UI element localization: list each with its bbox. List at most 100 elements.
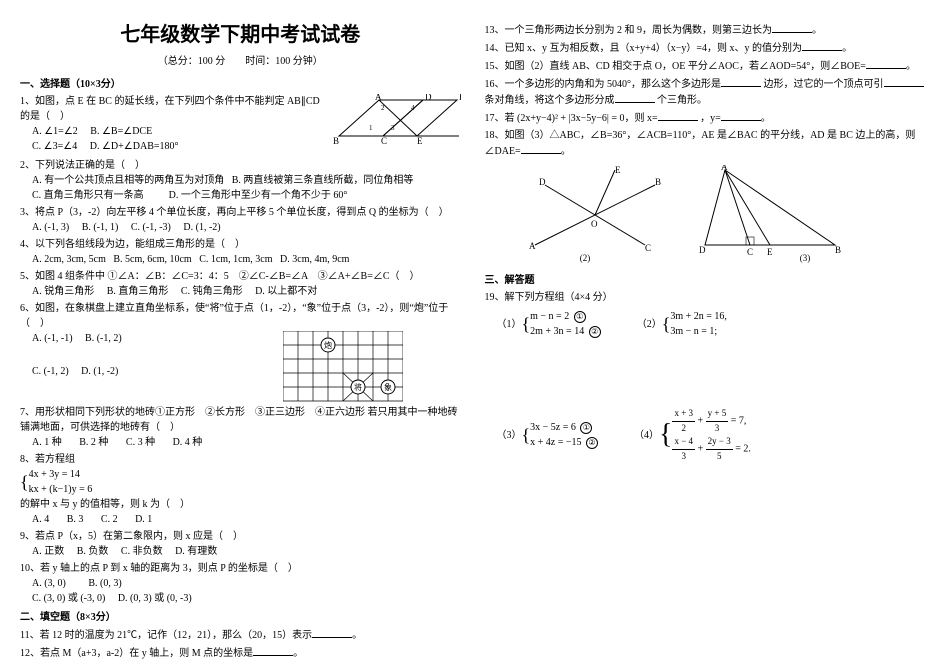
- q19-row-1: （1） { m − n = 2 ① 2m + 3n = 14 ② （2） { 3…: [497, 309, 926, 339]
- svg-text:将: 将: [354, 382, 362, 392]
- question-15: 15、如图（2）直线 AB、CD 相交于点 O，OE 平分∠AOC，若∠AOD=…: [485, 58, 926, 74]
- q10-text: 10、若 y 轴上的点 P 到 x 轴的距离为 3，则点 P 的坐标是（ ）: [20, 563, 298, 574]
- left-column: 七年级数学下期中考试试卷 （总分：100 分 时间：100 分钟） 一、选择题（…: [20, 20, 461, 635]
- figure-3-wrap: A B E C D (3): [695, 165, 845, 265]
- right-column: 13、一个三角形两边长分别为 2 和 9，周长为偶数，则第三边长为。 14、已知…: [485, 20, 926, 635]
- question-3: 3、将点 P（3，-2）向左平移 4 个单位长度，再向上平移 5 个单位长度，得…: [20, 205, 461, 235]
- q4-opt-c: C. 1cm, 1cm, 3cm: [199, 254, 272, 265]
- q6-opt-a: A. (-1, -1): [32, 333, 73, 344]
- subtitle: （总分：100 分 时间：100 分钟）: [20, 54, 461, 69]
- svg-text:炮: 炮: [324, 340, 332, 350]
- question-14: 14、已知 x、y 互为相反数，且（x+y+4）（x−y）=4，则 x、y 的值…: [485, 40, 926, 56]
- q5-opt-a: A. 锐角三角形: [32, 286, 94, 297]
- q8-eq1: 4x + 3y = 14: [29, 467, 93, 482]
- q9-opt-a: A. 正数: [32, 546, 64, 557]
- q5-opt-d: D. 以上都不对: [255, 286, 317, 297]
- q19-row-2: （3） { 3x − 5z = 6 ① x + 4z = −15 ② （4） {…: [497, 407, 926, 463]
- q10-opt-a: A. (3, 0): [32, 578, 66, 589]
- q9-opt-b: B. 负数: [77, 546, 109, 557]
- q19-system-2: （2） { 3m + 2n = 16, 3m − n = 1;: [637, 309, 727, 339]
- q2-opt-d: D. 一个三角形中至少有一个角不少于 60°: [169, 190, 348, 201]
- svg-text:(3): (3): [799, 253, 810, 263]
- q19-system-4: （4） { x + 32 + y + 53 = 7, x − 43 + 2y −…: [634, 407, 751, 463]
- q8-opt-c: C. 2: [101, 514, 118, 525]
- q1-opt-a: A. ∠1=∠2: [32, 126, 78, 137]
- q3-text: 3、将点 P（3，-2）向左平移 4 个单位长度，再向上平移 5 个单位长度，得…: [20, 207, 449, 218]
- question-8: 8、若方程组 { 4x + 3y = 14 kx + (k−1)y = 6 的解…: [20, 452, 461, 527]
- svg-text:象: 象: [384, 382, 392, 392]
- figure-q1: A D F B C E 1 2 3 4: [331, 94, 461, 146]
- q2-opt-c: C. 直角三角形只有一条高: [32, 190, 144, 201]
- q3-opt-b: B. (-1, 1): [82, 222, 119, 233]
- svg-text:A: A: [529, 241, 536, 251]
- q8-text: 8、若方程组: [20, 454, 75, 465]
- q8-opt-d: D. 1: [135, 514, 152, 525]
- svg-text:(2): (2): [579, 253, 590, 263]
- q1-opt-d: D. ∠D+∠DAB=180°: [90, 141, 179, 152]
- q7-opt-b: B. 2 种: [79, 437, 108, 448]
- svg-text:1: 1: [369, 124, 373, 132]
- svg-text:A: A: [375, 94, 382, 102]
- question-13: 13、一个三角形两边长分别为 2 和 9，周长为偶数，则第三边长为。: [485, 22, 926, 38]
- section-1: 一、选择题（10×3分）: [20, 77, 461, 92]
- q4-opt-a: A. 2cm, 3cm, 5cm: [32, 254, 106, 265]
- figure-chessboard: 炮 将 象: [283, 331, 403, 403]
- q3-opt-d: D. (1, -2): [183, 222, 220, 233]
- q7-text: 7、用形状相同下列形状的地砖①正方形 ②长方形 ③正三边形 ④正六边形 若只用其…: [20, 407, 458, 433]
- q3-opt-a: A. (-1, 3): [32, 222, 69, 233]
- q19-system-3: （3） { 3x − 5z = 6 ① x + 4z = −15 ②: [497, 420, 599, 450]
- question-4: 4、以下列各组线段为边，能组成三角形的是（ ） A. 2cm, 3cm, 5cm…: [20, 237, 461, 267]
- q4-opt-b: B. 5cm, 6cm, 10cm: [113, 254, 191, 265]
- figure-2: A B C D E O (2): [525, 165, 665, 265]
- q9-opt-c: C. 非负数: [121, 546, 163, 557]
- q6-opt-c: C. (-1, 2): [32, 366, 69, 377]
- question-12: 12、若点 M（a+3，a-2）在 y 轴上，则 M 点的坐标是。: [20, 645, 461, 661]
- svg-text:C: C: [381, 136, 387, 146]
- section-2: 二、填空题（8×3分）: [20, 610, 461, 625]
- q10-opt-d: D. (0, 3) 或 (0, -3): [118, 593, 192, 604]
- q19-system-1: （1） { m − n = 2 ① 2m + 3n = 14 ②: [497, 309, 601, 339]
- q8-tail: 的解中 x 与 y 的值相等，则 k 为（ ）: [20, 499, 190, 510]
- question-1: A D F B C E 1 2 3 4 1、如图，点 E 在 BC 的延长线，在…: [20, 94, 461, 154]
- q7-opt-c: C. 3 种: [126, 437, 155, 448]
- question-18: 18、如图（3）△ABC，∠B=36°，∠ACB=110°，AE 是∠BAC 的…: [485, 128, 926, 159]
- q2-opt-b: B. 两直线被第三条直线所截，同位角相等: [232, 175, 414, 186]
- question-9: 9、若点 P（x，5）在第二象限内，则 x 应是（ ） A. 正数 B. 负数 …: [20, 529, 461, 559]
- q6-text: 6、如图，在象棋盘上建立直角坐标系，使“将”位于点（1，-2），“象”位于点（3…: [20, 303, 448, 329]
- svg-text:F: F: [459, 94, 461, 102]
- svg-text:E: E: [417, 136, 423, 146]
- section-3: 三、解答题: [485, 273, 926, 288]
- question-2: 2、下列说法正确的是（ ） A. 有一个公共顶点且相等的两角互为对顶角 B. 两…: [20, 158, 461, 203]
- q7-opt-a: A. 1 种: [32, 437, 62, 448]
- question-17: 17、若 (2x+y−4)² + |3x−5y−6| = 0，则 x= ，y=。: [485, 110, 926, 126]
- svg-text:E: E: [767, 247, 773, 257]
- svg-text:O: O: [591, 219, 598, 229]
- svg-text:B: B: [655, 177, 661, 187]
- q8-opt-a: A. 4: [32, 514, 49, 525]
- svg-text:C: C: [747, 247, 753, 257]
- question-19: 19、解下列方程组（4×4 分）: [485, 290, 926, 305]
- q5-opt-c: C. 钝角三角形: [181, 286, 243, 297]
- q2-text: 2、下列说法正确的是（ ）: [20, 160, 145, 171]
- question-11: 11、若 12 时的温度为 21℃，记作（12，21），那么（20，15）表示。: [20, 627, 461, 643]
- svg-text:D: D: [539, 177, 546, 187]
- figure-3: A B E C D (3): [695, 165, 845, 265]
- q9-text: 9、若点 P（x，5）在第二象限内，则 x 应是（ ）: [20, 531, 243, 542]
- q1-text: 1、如图，点 E 在 BC 的延长线，在下列四个条件中不能判定 AB∥CD 的是…: [20, 96, 320, 122]
- svg-text:A: A: [721, 165, 728, 172]
- svg-text:2: 2: [381, 104, 385, 112]
- figure-2-wrap: A B C D E O (2): [525, 165, 665, 265]
- q5-opt-b: B. 直角三角形: [107, 286, 169, 297]
- q1-opt-c: C. ∠3=∠4: [32, 141, 77, 152]
- svg-text:D: D: [699, 245, 706, 255]
- svg-text:D: D: [425, 94, 432, 102]
- q1-opt-b: B. ∠B=∠DCE: [90, 126, 152, 137]
- question-16: 16、一个多边形的内角和为 5040°，那么这个多边形是 边形，过它的一个顶点可…: [485, 76, 926, 108]
- q3-opt-c: C. (-1, -3): [131, 222, 171, 233]
- svg-text:3: 3: [391, 124, 395, 132]
- title: 七年级数学下期中考试试卷: [20, 20, 461, 50]
- q4-opt-d: D. 3cm, 4m, 9cm: [280, 254, 349, 265]
- q10-opt-b: B. (0, 3): [88, 578, 121, 589]
- q9-opt-d: D. 有理数: [175, 546, 217, 557]
- q5-text: 5、如图 4 组条件中 ①∠A：∠B：∠C=3：4：5 ②∠C-∠B=∠A ③∠…: [20, 271, 420, 282]
